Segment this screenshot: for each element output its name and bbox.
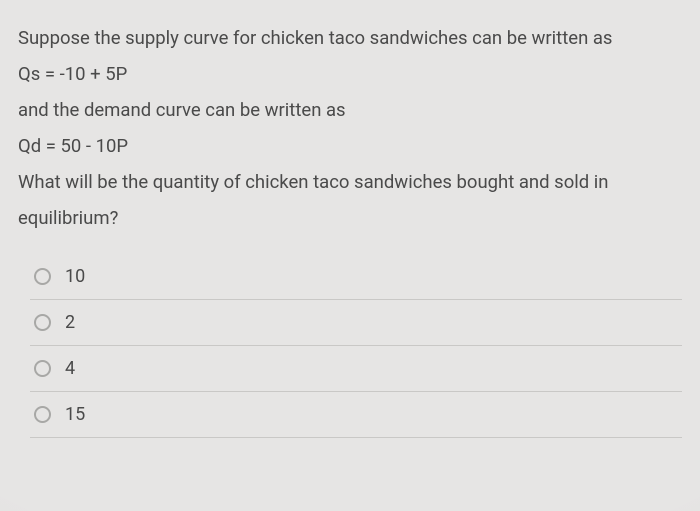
option-row[interactable]: 2 [30, 300, 682, 346]
stem-line-2: and the demand curve can be written as [18, 92, 682, 128]
supply-equation: Qs = -10 + 5P [18, 56, 682, 92]
radio-icon[interactable] [34, 314, 51, 331]
question-card: Suppose the supply curve for chicken tac… [0, 0, 700, 511]
option-label: 15 [65, 404, 85, 425]
option-label: 4 [65, 358, 75, 379]
stem-line-1: Suppose the supply curve for chicken tac… [18, 20, 682, 56]
radio-icon[interactable] [34, 268, 51, 285]
stem-line-3: What will be the quantity of chicken tac… [18, 164, 682, 236]
demand-equation: Qd = 50 - 10P [18, 128, 682, 164]
question-stem: Suppose the supply curve for chicken tac… [18, 20, 682, 236]
radio-icon[interactable] [34, 360, 51, 377]
radio-icon[interactable] [34, 406, 51, 423]
option-label: 2 [65, 312, 75, 333]
option-row[interactable]: 10 [30, 254, 682, 300]
option-row[interactable]: 4 [30, 346, 682, 392]
option-label: 10 [65, 266, 85, 287]
option-row[interactable]: 15 [30, 392, 682, 438]
options-list: 10 2 4 15 [18, 254, 682, 438]
